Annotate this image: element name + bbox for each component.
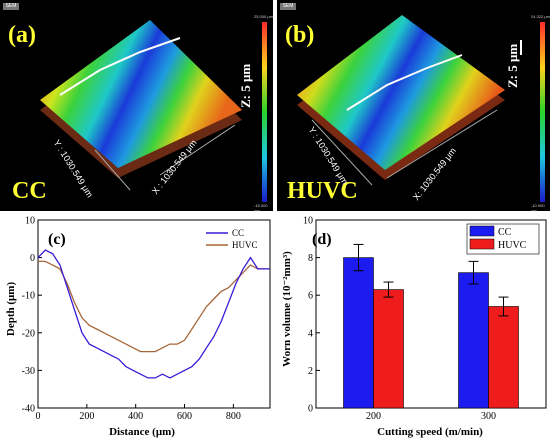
y-axis-title: Worn volume (10⁻²mm³) <box>281 251 293 367</box>
z-scale-label: Z: 5 μm <box>238 63 253 108</box>
x-tick-label: 600 <box>177 411 192 422</box>
depth-profile-chart: 0 200 400 600 800 -40 -30 -20 -10 0 10 CC HUVC (c) D… <box>5 216 271 438</box>
surface-map-huvc-image <box>297 15 545 202</box>
series-line-huvc <box>38 260 270 353</box>
y-tick-label: 10 <box>25 216 35 227</box>
bar-huvc-200 <box>373 289 404 409</box>
legend-label: CC <box>498 227 512 238</box>
y-tick-label: 2 <box>308 366 313 377</box>
series-line-cc <box>37 249 270 379</box>
legend-label: HUVC <box>498 240 527 251</box>
colorbar-max: 25.000 μm <box>254 14 273 19</box>
legend-label: HUVC <box>232 240 258 250</box>
x-tick-label: 400 <box>128 411 143 422</box>
surface-map-cc: SEM (a) CC Z: 5 μm X : 1030.549 μm Y : 1… <box>0 0 273 211</box>
bar-huvc-300 <box>488 306 519 409</box>
y-tick-label: 0 <box>30 253 35 264</box>
worn-volume-chart: 0 2 4 6 8 10 200 300 CC HUVC (d) Cutting speed (m… <box>281 216 547 438</box>
x-axis-title: Cutting speed (m/min) <box>377 426 483 438</box>
colorbar-max: 24.322 μm <box>531 14 550 19</box>
surface-map-cc-image <box>40 20 267 202</box>
x-tick-label: 300 <box>481 411 496 422</box>
software-logo: SEM <box>280 3 296 10</box>
y-tick-label: 0 <box>308 404 313 415</box>
y-tick-label: 6 <box>308 291 313 302</box>
legend-swatch <box>469 225 495 237</box>
x-tick-label: 800 <box>226 411 241 422</box>
panel-label-a: (a) <box>8 22 36 48</box>
condition-label-huvc: HUVC <box>287 178 358 204</box>
z-scale-label: Z: 5 μm <box>505 43 520 88</box>
plot-frame <box>37 219 271 409</box>
y-tick-label: -40 <box>22 404 35 415</box>
x-axis-title: Distance (μm) <box>109 426 175 438</box>
panel-label-c: (c) <box>48 231 66 248</box>
y-tick-label: 8 <box>308 253 313 264</box>
colorbar-min: -10.000 μm <box>531 203 545 211</box>
surface-map-huvc: SEM (b) HUVC Z: 5 μm X: 1030.549 μm Y : … <box>277 0 550 211</box>
software-logo: SEM <box>3 3 19 10</box>
bar-cc-300 <box>458 272 489 409</box>
y-tick-label: -10 <box>22 291 35 302</box>
y-axis-title: Depth (μm) <box>5 282 17 337</box>
x-tick-label: 200 <box>366 411 381 422</box>
legend-swatch <box>469 238 495 250</box>
panel-label-d: (d) <box>312 231 332 248</box>
y-tick-label: 10 <box>303 216 313 227</box>
bar-cc-200 <box>343 257 374 409</box>
plot-frame <box>315 219 547 409</box>
condition-label-cc: CC <box>12 178 47 204</box>
legend-label: CC <box>232 228 244 238</box>
y-tick-label: 4 <box>308 328 313 339</box>
x-tick-label: 200 <box>79 411 94 422</box>
panel-label-b: (b) <box>285 22 315 48</box>
y-tick-label: -20 <box>22 328 35 339</box>
y-tick-label: -30 <box>22 366 35 377</box>
x-tick-label: 0 <box>36 411 41 422</box>
colorbar-min: -15.000 μm <box>254 203 268 211</box>
